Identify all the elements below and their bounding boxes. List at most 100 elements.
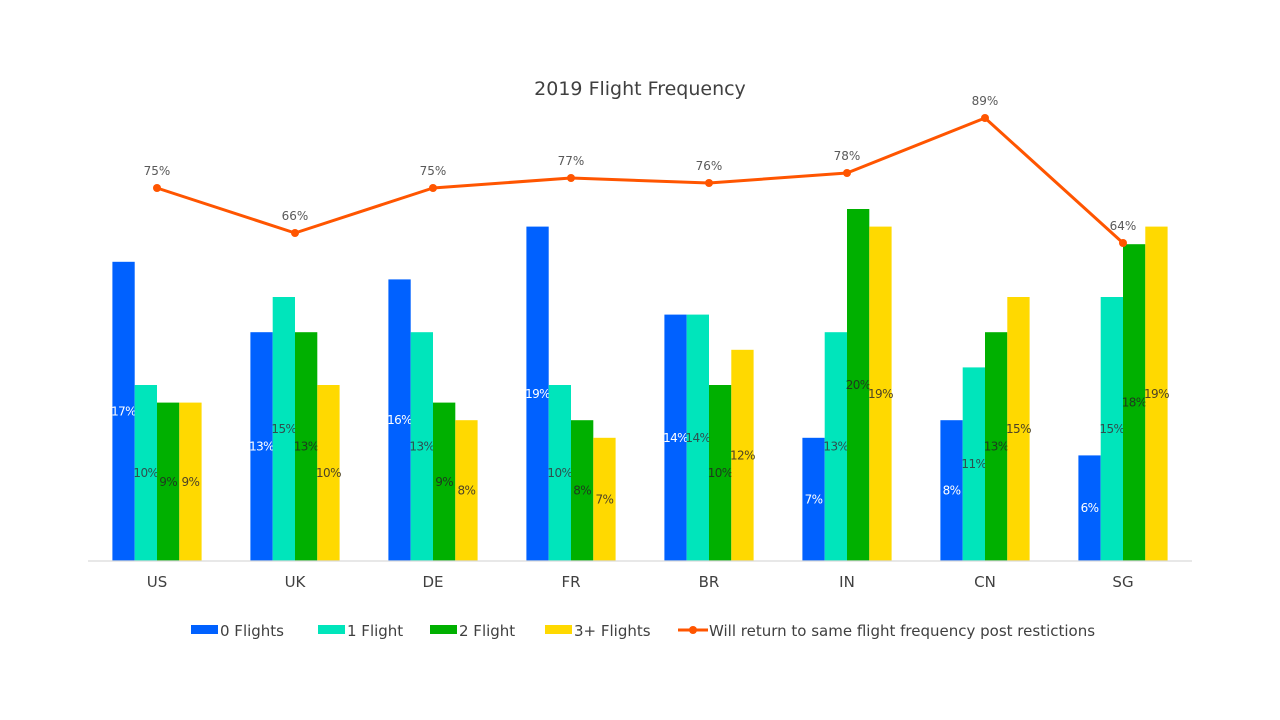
category-label-de: DE [422,573,443,591]
line-value-label: 78% [834,149,861,163]
bar-value-label: 19% [868,387,893,401]
bar-br-series-0 [664,314,687,561]
bar-value-label: 14% [663,431,688,445]
bar-br-series-1 [686,314,709,561]
legend: 0 Flights 1 Flight 2 Flight 3+ Flights Will … [191,622,1095,640]
bar-br-series-3 [731,349,754,561]
line-point-sg [1119,239,1127,247]
bar-value-label: 19% [1144,387,1169,401]
bar-de-series-1 [410,332,433,561]
bar-cn-series-3 [1007,297,1030,561]
bar-value-label: 7% [596,492,614,506]
bar-value-label: 13% [294,440,319,454]
bar-fr-series-0 [526,226,549,561]
legend-marker [689,626,697,634]
category-label-cn: CN [974,573,996,591]
bar-value-label: 6% [1081,501,1099,515]
bar-us-series-2 [157,402,180,561]
bar-cn-series-0 [940,420,963,561]
legend-label: 3+ Flights [574,622,651,640]
legend-swatch [430,625,457,634]
bar-value-label: 11% [961,457,986,471]
bar-sg-series-0 [1078,455,1101,561]
bar-us-series-3 [179,402,202,561]
bar-sg-series-1 [1100,297,1123,561]
bar-value-label: 20% [846,378,871,392]
bar-uk-series-3 [317,385,340,561]
bar-value-label: 10% [547,466,572,480]
bar-us-series-0 [112,261,135,561]
bar-value-label: 13% [409,440,434,454]
bar-fr-series-1 [548,385,571,561]
line-point-br [705,179,713,187]
bar-value-label: 14% [685,431,710,445]
bar-value-label: 19% [525,387,550,401]
legend-label: 1 Flight [347,622,403,640]
bar-value-label: 8% [458,484,476,498]
line-series-path [156,116,1125,245]
bar-value-label: 13% [823,440,848,454]
bar-de-series-3 [455,420,478,561]
line-value-label: 89% [972,94,999,108]
bar-de-series-0 [388,279,411,561]
line-value-label: 77% [558,154,585,168]
legend-item-4: Will return to same flight frequency pos… [678,622,1095,640]
bar-de-series-2 [433,402,456,561]
line-value-label: 66% [282,209,309,223]
line-value-label: 75% [144,164,171,178]
bar-fr-series-3 [593,437,616,561]
bar-in-series-3 [869,226,892,561]
bar-value-label: 12% [730,448,755,462]
bar-sg-series-2 [1123,244,1146,561]
category-label-in: IN [839,573,855,591]
bar-value-label: 9% [182,475,200,489]
bar-value-label: 7% [805,492,823,506]
bar-sg-series-3 [1145,226,1168,561]
line-point-in [843,169,851,177]
legend-item-2: 2 Flight [430,622,515,640]
bar-value-label: 15% [1006,422,1031,436]
line-point-de [429,184,437,192]
category-label-us: US [147,573,168,591]
line-point-uk [291,229,299,237]
legend-item-3: 3+ Flights [545,622,651,640]
bar-in-series-1 [824,332,847,561]
category-label-fr: FR [561,573,580,591]
bar-value-label: 9% [159,475,177,489]
bar-value-label: 16% [387,413,412,427]
line-value-label: 64% [1110,219,1137,233]
legend-label: Will return to same flight frequency pos… [709,622,1095,640]
legend-swatch [191,625,218,634]
bar-value-label: 15% [271,422,296,436]
bar-cn-series-2 [985,332,1008,561]
bar-in-series-0 [802,437,825,561]
bar-value-label: 17% [111,404,136,418]
chart-title: 2019 Flight Frequency [534,78,746,100]
bar-value-label: 10% [316,466,341,480]
category-labels: US UK DE FR BR IN CN SG [147,573,1134,591]
bar-value-label: 8% [943,484,961,498]
category-label-br: BR [699,573,720,591]
line-series-layer: 75% 66% 75% 77% 76% 78% 89% 64% [144,94,1137,247]
bar-value-label: 13% [984,440,1009,454]
line-point-us [153,184,161,192]
bar-value-label: 15% [1099,422,1124,436]
bar-in-series-2 [847,209,870,561]
legend-label: 2 Flight [459,622,515,640]
bar-uk-series-0 [250,332,273,561]
category-label-uk: UK [285,573,307,591]
legend-swatch [545,625,572,634]
bar-value-label: 9% [435,475,453,489]
legend-label: 0 Flights [220,622,284,640]
legend-item-1: 1 Flight [318,622,403,640]
line-value-label: 75% [420,164,447,178]
bar-uk-series-2 [295,332,318,561]
bar-br-series-2 [709,385,732,561]
bars-layer: 17% 10% 9% 9% 13% 15% 13% 10% 16% 13% 9% 8% 19% 10% 8%… [111,209,1170,561]
legend-swatch [318,625,345,634]
category-label-sg: SG [1112,573,1133,591]
legend-item-0: 0 Flights [191,622,284,640]
bar-value-label: 10% [708,466,733,480]
bar-uk-series-1 [272,297,295,561]
